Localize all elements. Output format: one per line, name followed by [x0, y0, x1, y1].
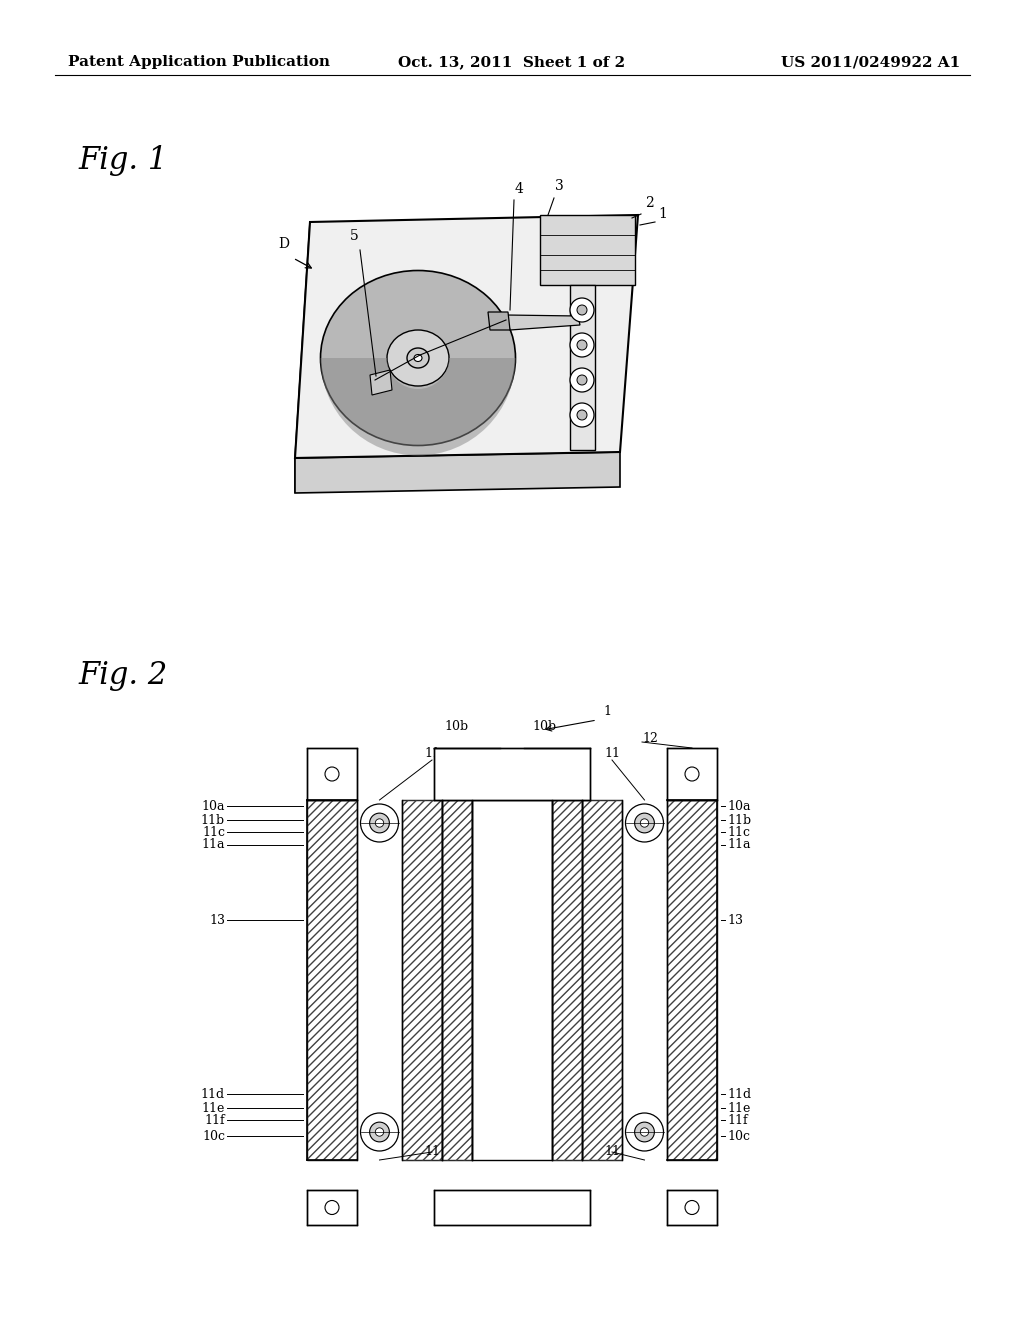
Circle shape	[685, 1200, 699, 1214]
Text: 11f: 11f	[727, 1114, 748, 1126]
Text: 10b: 10b	[532, 719, 556, 733]
Ellipse shape	[321, 271, 515, 446]
Ellipse shape	[414, 355, 422, 362]
Circle shape	[640, 1127, 648, 1137]
Circle shape	[577, 305, 587, 315]
Bar	[552, 800, 582, 1160]
Text: 10c: 10c	[727, 1130, 750, 1143]
Text: Patent Application Publication: Patent Application Publication	[68, 55, 330, 69]
Circle shape	[570, 298, 594, 322]
Text: Fig. 2: Fig. 2	[78, 660, 167, 690]
Text: Oct. 13, 2011  Sheet 1 of 2: Oct. 13, 2011 Sheet 1 of 2	[398, 55, 626, 69]
Text: 14: 14	[490, 900, 506, 913]
Bar	[582, 800, 622, 1160]
Text: 13: 13	[727, 913, 743, 927]
Circle shape	[570, 368, 594, 392]
Text: 12: 12	[642, 733, 657, 744]
Circle shape	[325, 1200, 339, 1214]
Ellipse shape	[407, 348, 429, 368]
Text: US 2011/0249922 A1: US 2011/0249922 A1	[780, 55, 961, 69]
Bar	[402, 800, 442, 1160]
Text: 11: 11	[424, 1144, 440, 1158]
Text: 11: 11	[424, 747, 440, 760]
Bar	[442, 800, 472, 1160]
Text: 3: 3	[555, 180, 564, 193]
Circle shape	[635, 813, 654, 833]
Text: 11: 11	[604, 1144, 620, 1158]
Text: 14: 14	[477, 861, 493, 873]
Text: 12a: 12a	[456, 1191, 478, 1203]
Circle shape	[626, 1113, 664, 1151]
Wedge shape	[321, 358, 515, 455]
Text: 5: 5	[350, 228, 358, 243]
Bar	[667, 800, 717, 1160]
Text: 11c: 11c	[727, 825, 750, 838]
Circle shape	[577, 341, 587, 350]
Circle shape	[376, 1127, 384, 1137]
Bar	[307, 800, 357, 1160]
Text: 11b: 11b	[201, 813, 225, 826]
Polygon shape	[540, 215, 635, 285]
Text: 13: 13	[209, 913, 225, 927]
Text: 11e: 11e	[202, 1101, 225, 1114]
Bar	[667, 800, 717, 1160]
Circle shape	[685, 767, 699, 781]
Text: 11a: 11a	[727, 838, 751, 851]
Text: 11d: 11d	[727, 1088, 752, 1101]
Bar	[667, 748, 717, 800]
Bar	[307, 748, 357, 800]
Text: 1: 1	[658, 207, 667, 220]
Text: 11f: 11f	[205, 1114, 225, 1126]
Text: 10c: 10c	[202, 1130, 225, 1143]
Text: 4: 4	[515, 182, 524, 195]
Circle shape	[635, 1122, 654, 1142]
Text: 11e: 11e	[727, 1101, 751, 1114]
Circle shape	[376, 818, 384, 828]
Text: 11a: 11a	[202, 838, 225, 851]
Circle shape	[570, 403, 594, 426]
Polygon shape	[488, 312, 510, 330]
Circle shape	[370, 1122, 389, 1142]
Text: 11: 11	[604, 747, 620, 760]
Text: 10a: 10a	[202, 800, 225, 813]
Polygon shape	[295, 222, 310, 492]
Text: 10d: 10d	[455, 1208, 479, 1221]
Circle shape	[325, 767, 339, 781]
Text: 11b: 11b	[727, 813, 752, 826]
Circle shape	[640, 818, 648, 828]
Bar	[307, 1191, 357, 1225]
Polygon shape	[370, 370, 392, 395]
Text: 2: 2	[645, 195, 653, 210]
Text: 11c: 11c	[202, 825, 225, 838]
Polygon shape	[295, 215, 638, 458]
Circle shape	[360, 804, 398, 842]
Text: 1: 1	[603, 705, 611, 718]
Text: 10b: 10b	[445, 719, 469, 733]
Bar	[552, 800, 582, 1160]
Circle shape	[570, 333, 594, 356]
Circle shape	[626, 804, 664, 842]
Circle shape	[577, 411, 587, 420]
Polygon shape	[570, 285, 595, 450]
Circle shape	[370, 813, 389, 833]
Text: D: D	[279, 238, 290, 251]
Polygon shape	[506, 315, 580, 330]
Bar	[667, 1191, 717, 1225]
Text: 11d: 11d	[201, 1088, 225, 1101]
Bar	[434, 748, 590, 800]
Circle shape	[360, 1113, 398, 1151]
Text: 10d: 10d	[525, 1208, 549, 1221]
Bar	[442, 800, 472, 1160]
Bar	[582, 800, 622, 1160]
Circle shape	[577, 375, 587, 385]
Bar	[434, 1191, 590, 1225]
Text: 12a: 12a	[525, 1191, 549, 1203]
Bar	[472, 800, 552, 1160]
Text: 10a: 10a	[727, 800, 751, 813]
Bar	[402, 800, 442, 1160]
Text: Fig. 1: Fig. 1	[78, 145, 167, 176]
Ellipse shape	[387, 330, 449, 385]
Bar	[307, 800, 357, 1160]
Polygon shape	[295, 451, 620, 492]
